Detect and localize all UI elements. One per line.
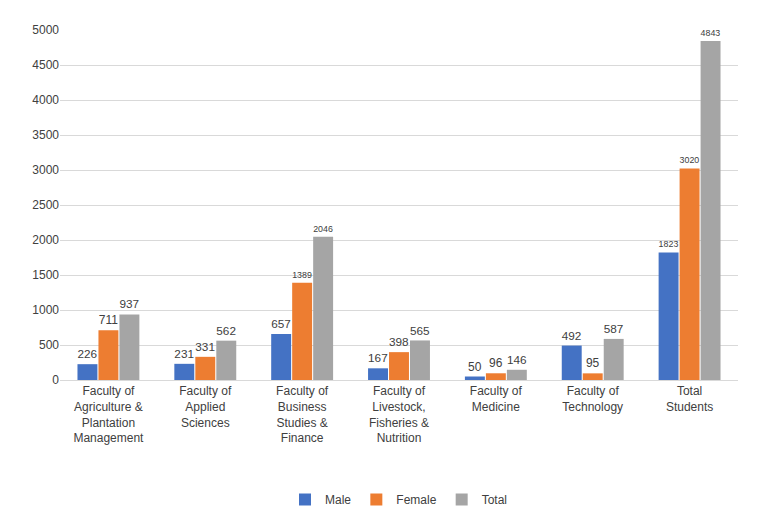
svg-text:146: 146 xyxy=(507,353,527,366)
svg-text:50: 50 xyxy=(468,360,482,374)
svg-text:1389: 1389 xyxy=(292,270,312,280)
svg-text:500: 500 xyxy=(39,338,59,352)
svg-text:Faculty ofMedicine: Faculty ofMedicine xyxy=(470,384,523,414)
svg-text:711: 711 xyxy=(99,313,118,327)
svg-text:4843: 4843 xyxy=(701,28,721,38)
svg-text:231: 231 xyxy=(174,347,194,360)
svg-text:492: 492 xyxy=(562,329,582,342)
svg-text:Female: Female xyxy=(396,493,436,507)
svg-text:1000: 1000 xyxy=(32,303,59,317)
svg-text:5000: 5000 xyxy=(32,23,59,37)
svg-text:Faculty ofAgriculture &Plantat: Faculty ofAgriculture &PlantationManagem… xyxy=(73,384,144,445)
svg-text:Faculty ofTechnology: Faculty ofTechnology xyxy=(562,384,623,414)
svg-text:331: 331 xyxy=(195,340,215,353)
svg-text:96: 96 xyxy=(489,356,503,370)
svg-text:1500: 1500 xyxy=(32,268,59,282)
svg-text:2000: 2000 xyxy=(32,233,59,247)
svg-text:562: 562 xyxy=(216,324,236,337)
svg-text:Faculty ofLivestock,Fisheries: Faculty ofLivestock,Fisheries &Nutrition xyxy=(369,384,429,445)
svg-text:167: 167 xyxy=(368,351,388,364)
svg-text:Male: Male xyxy=(325,493,351,507)
svg-text:565: 565 xyxy=(410,324,430,337)
svg-text:Faculty ofBusinessStudies &Fin: Faculty ofBusinessStudies &Finance xyxy=(276,384,329,445)
svg-text:Total: Total xyxy=(482,493,507,507)
svg-text:3000: 3000 xyxy=(32,163,59,177)
svg-text:587: 587 xyxy=(604,322,624,335)
svg-text:Faculty ofAppliedSciences: Faculty ofAppliedSciences xyxy=(179,384,232,429)
svg-text:2500: 2500 xyxy=(32,198,59,212)
svg-text:657: 657 xyxy=(271,317,291,330)
svg-text:2046: 2046 xyxy=(313,224,333,234)
svg-text:937: 937 xyxy=(119,297,139,310)
svg-text:95: 95 xyxy=(586,356,600,370)
svg-text:3020: 3020 xyxy=(680,155,700,165)
svg-text:226: 226 xyxy=(77,347,97,360)
svg-text:0: 0 xyxy=(52,373,59,387)
svg-text:398: 398 xyxy=(389,335,409,348)
svg-text:1823: 1823 xyxy=(659,239,679,249)
svg-text:3500: 3500 xyxy=(32,128,59,142)
svg-text:TotalStudents: TotalStudents xyxy=(666,384,713,414)
svg-text:4000: 4000 xyxy=(32,93,59,107)
svg-text:4500: 4500 xyxy=(32,58,59,72)
